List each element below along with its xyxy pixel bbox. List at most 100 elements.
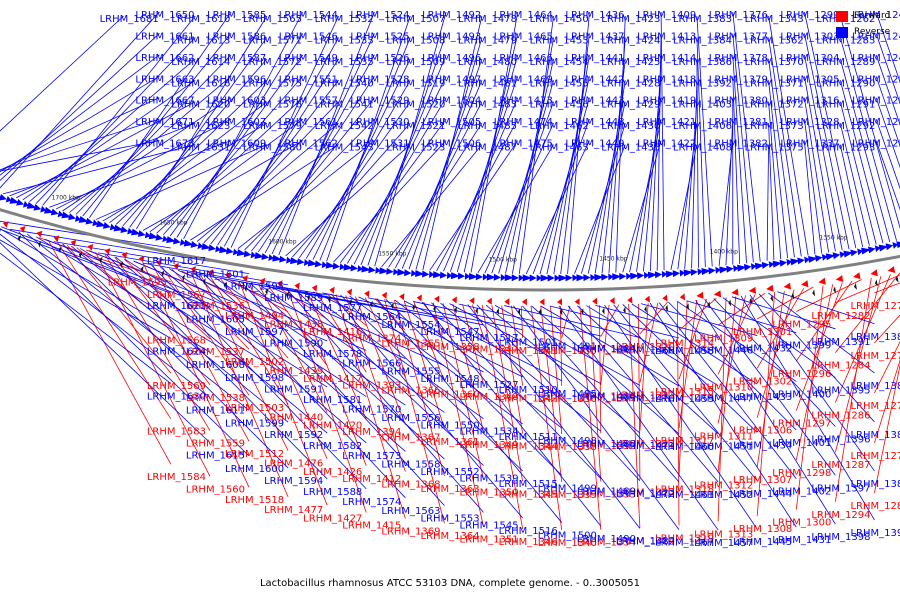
gene-callout-line xyxy=(44,238,250,320)
gene-callout-line xyxy=(875,54,900,126)
gene-label: LRHM_1345 xyxy=(499,489,558,500)
gene-callout-line xyxy=(160,266,367,444)
gene-callout-line xyxy=(874,358,900,444)
gene-label: LRHM_1321 xyxy=(616,391,675,402)
forward-gene-arrow xyxy=(2,221,9,228)
gene-label: LRHM_1400 xyxy=(772,389,831,400)
gene-callout-line xyxy=(732,76,741,264)
gene-callout-line xyxy=(875,11,900,84)
gene-marker xyxy=(580,308,584,316)
reverse-gene-arrow xyxy=(33,203,42,211)
gene-callout-line xyxy=(512,37,554,274)
gene-label: LRHM_1299 xyxy=(780,10,839,21)
gene-label: LRHM_1361 xyxy=(420,437,479,448)
gene-label: LRHM_1610 xyxy=(171,14,230,25)
reverse-gene-arrow xyxy=(885,243,894,251)
gene-callout-line xyxy=(129,37,268,228)
gene-callout-line xyxy=(678,300,688,477)
gene-callout-line xyxy=(213,276,406,406)
gene-label: LRHM_1282 xyxy=(811,311,870,322)
reverse-gene-arrow xyxy=(92,219,99,227)
gene-label: LRHM_1383 xyxy=(673,14,732,25)
gene-label: LRHM_1375 xyxy=(745,143,804,154)
reverse-gene-arrow xyxy=(208,244,217,252)
gene-callout-line xyxy=(558,305,719,531)
gene-callout-line xyxy=(758,293,875,423)
gene-label: LRHM_1505 xyxy=(422,117,481,128)
gene-callout-line xyxy=(29,58,196,202)
gene-label: LRHM_1476 xyxy=(264,459,323,470)
gene-label: LRHM_1290 xyxy=(816,78,875,89)
reverse-gene-arrow xyxy=(215,245,221,253)
gene-callout-line xyxy=(589,305,602,482)
gene-callout-line xyxy=(531,305,680,435)
gene-label: LRHM_1603 xyxy=(207,96,266,107)
gene-callout-line xyxy=(639,302,659,383)
gene-callout-line xyxy=(540,305,563,483)
gene-callout-line xyxy=(804,97,829,253)
gene-label: LRHM_1434 xyxy=(733,440,792,451)
gene-label: LRHM_1541 xyxy=(315,100,374,111)
gene-callout-line xyxy=(713,298,836,427)
gene-callout-line xyxy=(639,303,649,432)
reverse-gene-arrow xyxy=(772,260,783,268)
gene-label: LRHM_1364 xyxy=(420,531,479,542)
gene-label: LRHM_1510 xyxy=(499,385,558,396)
gene-callout-line xyxy=(696,15,713,267)
gene-callout-line xyxy=(80,248,289,377)
gene-label: LRHM_1421 xyxy=(637,117,696,128)
gene-label: LRHM_1384 xyxy=(673,35,732,46)
gene-callout-line xyxy=(768,37,802,257)
gene-label: LRHM_1662 xyxy=(135,53,194,64)
gene-label: LRHM_1311 xyxy=(694,431,753,442)
gene-label: LRHM_1473 xyxy=(494,96,553,107)
gene-callout-line xyxy=(839,144,864,247)
gene-label: LRHM_1475 xyxy=(494,139,553,150)
reverse-gene-arrow xyxy=(896,241,900,249)
gene-callout-line xyxy=(237,140,375,249)
gene-callout-line xyxy=(768,123,775,260)
gene-label: LRHM_1363 xyxy=(420,484,479,495)
gene-label: LRHM_1468 xyxy=(616,346,675,357)
reverse-gene-arrow xyxy=(439,271,448,279)
gene-callout-line xyxy=(756,286,814,320)
reverse-gene-arrow xyxy=(843,250,854,258)
reverse-gene-arrow xyxy=(272,254,282,262)
gene-marker xyxy=(475,307,478,315)
gene-label: LRHM_1332 xyxy=(577,441,636,452)
reverse-gene-arrow xyxy=(540,274,550,282)
gene-label: LRHM_1328 xyxy=(780,117,839,128)
gene-callout-line xyxy=(725,119,734,266)
gene-label: LRHM_1671 xyxy=(135,117,194,128)
gene-label: LRHM_1450 xyxy=(530,14,589,25)
gene-marker xyxy=(791,292,795,300)
reverse-gene-arrow xyxy=(201,242,212,250)
gene-callout-line xyxy=(722,297,836,379)
gene-label: LRHM_1320 xyxy=(616,342,675,353)
gene-label: LRHM_1488 xyxy=(577,439,636,450)
gene-callout-line xyxy=(432,302,484,527)
gene-callout-line xyxy=(804,76,836,252)
gene-label: LRHM_1412 xyxy=(342,474,401,485)
gene-label: LRHM_1433 xyxy=(733,392,792,403)
gene-label: LRHM_1530 xyxy=(350,117,409,128)
gene-label: LRHM_1467 xyxy=(655,538,714,549)
gene-label: LRHM_1387 xyxy=(850,381,900,392)
gene-callout-line xyxy=(477,144,554,274)
gene-callout-line xyxy=(109,101,268,224)
reverse-gene-arrow xyxy=(715,266,721,274)
gene-callout-line xyxy=(122,58,268,227)
gene-label: LRHM_1373 xyxy=(745,121,804,132)
gene-label: LRHM_1593 xyxy=(108,278,167,289)
gene-callout-line xyxy=(875,76,900,147)
gene-label: LRHM_1581 xyxy=(303,395,362,406)
gene-marker xyxy=(770,294,774,302)
gene-label: LRHM_1536 xyxy=(186,301,245,312)
gene-callout-line xyxy=(124,258,328,388)
gene-label: LRHM_1556 xyxy=(381,413,440,424)
gene-callout-line xyxy=(484,122,554,274)
gene-marker xyxy=(182,274,186,282)
gene-callout-line xyxy=(384,299,445,524)
forward-gene-arrow xyxy=(521,298,527,306)
reverse-gene-arrow xyxy=(797,257,805,265)
